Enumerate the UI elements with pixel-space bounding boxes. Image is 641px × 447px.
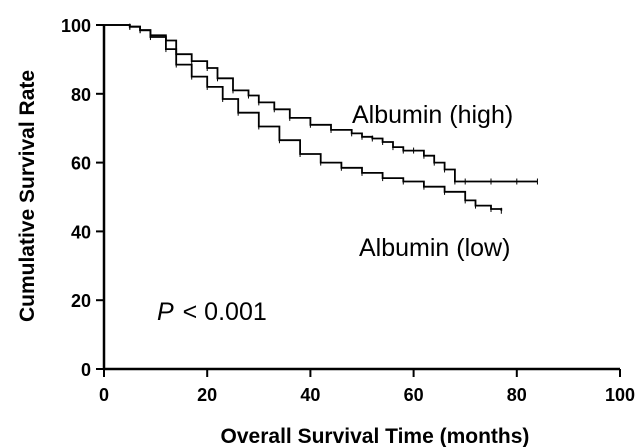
y-tick-label: 20: [71, 291, 91, 311]
p-value-annotation: P < 0.001: [157, 298, 267, 326]
survival-curve-high: [104, 24, 538, 183]
survival-curve-low: [104, 24, 503, 211]
series-label-low: Albumin (low): [359, 234, 510, 262]
labels: Albumin (high) Albumin (low) P < 0.001 O…: [16, 70, 529, 447]
x-tick-label: 80: [507, 385, 527, 405]
y-tick-label: 40: [71, 222, 91, 242]
y-tick-label: 60: [71, 154, 91, 174]
survival-curves: [104, 23, 538, 214]
x-tick-label: 0: [99, 385, 109, 405]
x-axis-title: Overall Survival Time (months): [221, 425, 530, 447]
y-tick-label: 100: [61, 16, 91, 36]
y-tick-label: 0: [81, 360, 91, 380]
axes: 0 20 40 60 80 100 0 20 40 60 80 100: [61, 16, 635, 405]
x-tick-label: 40: [300, 385, 320, 405]
x-tick-label: 100: [605, 385, 635, 405]
y-axis-title: Cumulative Survival Rate: [16, 70, 39, 322]
x-tick-label: 20: [197, 385, 217, 405]
p-symbol: P: [157, 298, 174, 326]
p-value-text: < 0.001: [183, 298, 267, 326]
x-tick-label: 60: [404, 385, 424, 405]
y-tick-label: 80: [71, 85, 91, 105]
series-label-high: Albumin (high): [352, 101, 513, 129]
